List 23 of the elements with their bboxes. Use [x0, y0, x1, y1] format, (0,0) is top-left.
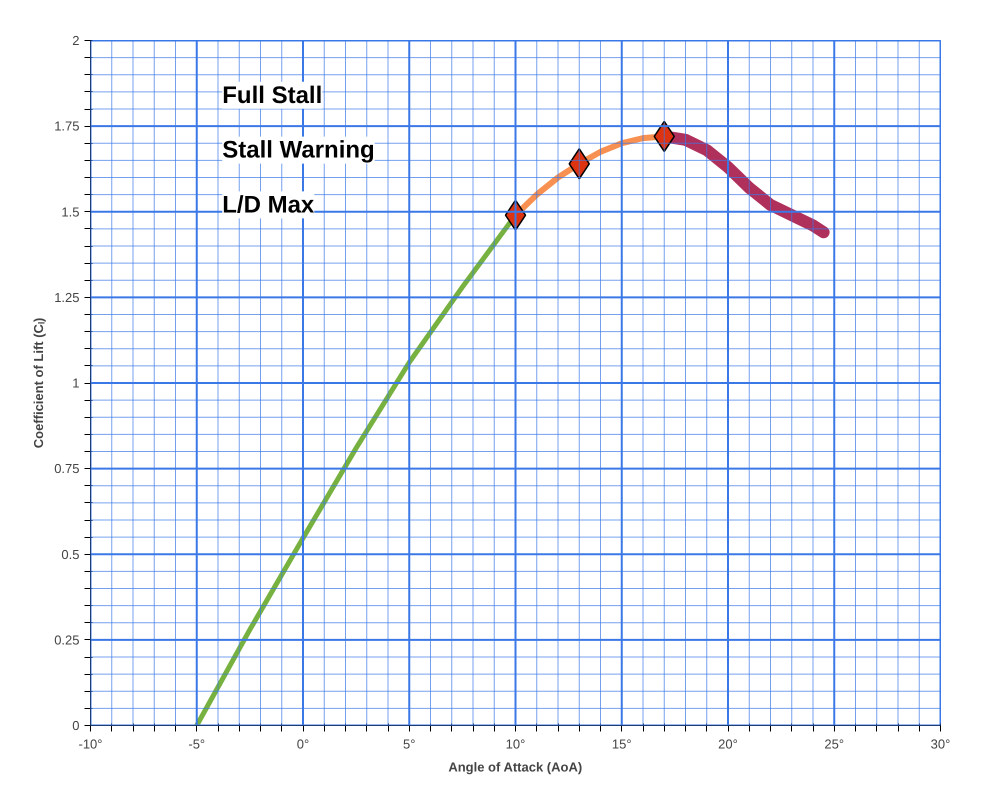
y-tick-label: 0 [72, 718, 80, 733]
y-tick-label: 0.25 [54, 632, 80, 648]
x-tick-label: 5° [403, 736, 416, 752]
annotation: L/D Max [222, 191, 315, 218]
x-tick-label: -5° [188, 736, 206, 752]
y-tick-label: 1.25 [54, 290, 80, 305]
x-axis-title: Angle of Attack (AoA) [448, 760, 582, 774]
y-tick-label: 0.75 [54, 461, 80, 476]
annotation: Stall Warning [222, 136, 375, 164]
x-tick-label: 30° [930, 736, 950, 752]
y-tick-label: 0.5 [61, 546, 80, 562]
y-tick-label: 2 [72, 33, 80, 48]
x-tick-label: 25° [824, 736, 844, 752]
x-tick-label: 15° [612, 736, 632, 752]
x-tick-label: 20° [718, 736, 738, 752]
x-tick-label: 0° [296, 736, 310, 752]
y-tick-label: 1.5 [61, 204, 80, 220]
y-axis-title: Coefficient of Lift (Cₗ) [31, 318, 46, 448]
y-tick-label: 1.75 [54, 118, 80, 134]
x-tick-label: -10° [78, 736, 103, 752]
x-tick-label: 10° [506, 736, 526, 752]
annotation: Full Stall [222, 82, 322, 109]
y-tick-label: 1 [72, 376, 80, 390]
